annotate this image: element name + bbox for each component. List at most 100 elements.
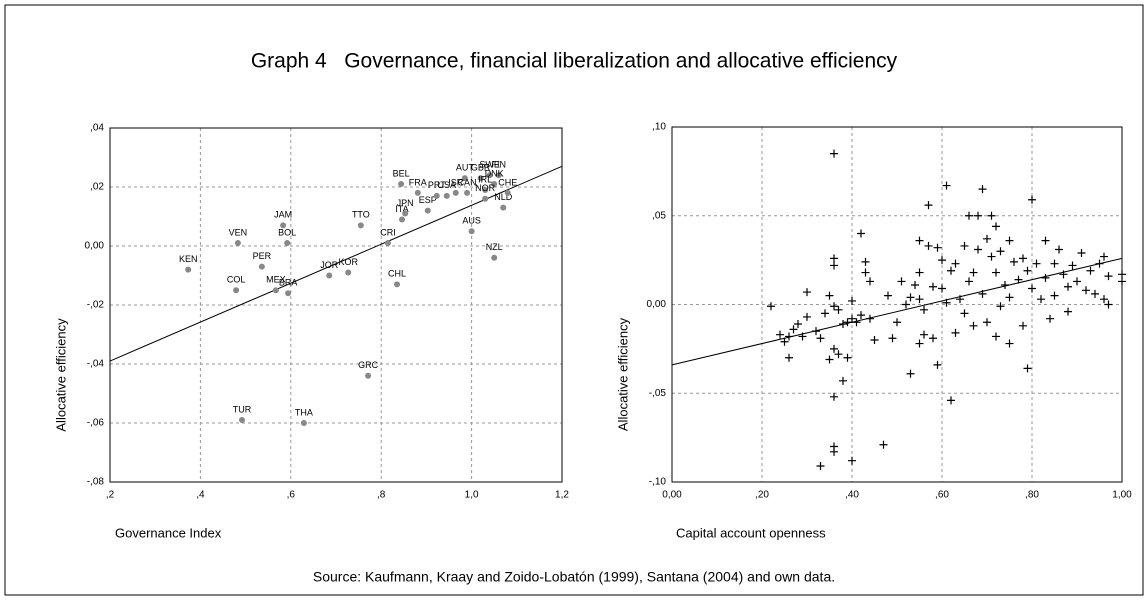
point-label: USA	[437, 180, 456, 190]
point	[888, 334, 897, 343]
point	[1041, 236, 1050, 245]
point-label: KOR	[338, 257, 358, 267]
point-label: JPN	[397, 198, 414, 208]
point	[452, 189, 459, 196]
point	[866, 314, 874, 323]
point	[284, 240, 291, 247]
point-label: CHE	[498, 177, 517, 187]
x-tick-label: 0,00	[662, 490, 682, 501]
point	[482, 195, 489, 202]
x-tick-label: ,6	[287, 490, 296, 501]
x-tick-label: ,40	[845, 490, 859, 501]
frame	[4, 4, 1144, 596]
point	[911, 280, 919, 289]
point	[884, 291, 892, 300]
point	[776, 330, 784, 339]
point-label: BOL	[278, 227, 296, 237]
point	[983, 234, 991, 243]
point	[969, 268, 978, 277]
point	[951, 328, 960, 337]
point	[974, 211, 982, 220]
point	[915, 236, 924, 245]
plot-area	[671, 126, 1123, 483]
point	[1050, 291, 1059, 300]
point	[1104, 300, 1113, 309]
point-label: JOR	[320, 260, 339, 270]
point	[933, 243, 942, 252]
point	[978, 289, 987, 298]
point	[812, 327, 820, 336]
x-axis-title: Governance Index	[115, 525, 222, 540]
x-axis-title: Capital account openness	[676, 525, 826, 540]
point	[789, 325, 798, 334]
point	[233, 287, 240, 294]
point	[1118, 270, 1126, 279]
point	[906, 293, 915, 302]
point	[834, 305, 843, 314]
x-tick-label: ,20	[755, 490, 769, 501]
point-label: COL	[227, 275, 246, 285]
point-label: NZL	[486, 242, 503, 252]
point	[1086, 266, 1095, 275]
point	[345, 269, 352, 276]
point	[443, 192, 450, 199]
point-label: TUR	[233, 404, 252, 414]
point	[1037, 295, 1045, 304]
point	[938, 256, 946, 265]
point	[1064, 307, 1072, 316]
point	[1100, 252, 1108, 261]
point	[1023, 266, 1032, 275]
point	[1059, 270, 1068, 279]
point	[1073, 277, 1081, 286]
point	[785, 353, 793, 362]
y-tick-label: -,06	[87, 418, 105, 429]
point	[848, 456, 856, 465]
point	[816, 334, 825, 343]
point	[1082, 286, 1090, 295]
point	[929, 282, 937, 291]
y-tick-label: 0,00	[647, 299, 667, 310]
point	[960, 309, 969, 318]
point-label: GRC	[358, 360, 379, 370]
plot-area	[109, 127, 563, 483]
point-label: DNK	[485, 168, 504, 178]
point	[384, 240, 391, 247]
x-tick-label: ,80	[1025, 490, 1039, 501]
point	[992, 222, 1000, 231]
point	[960, 241, 969, 250]
point	[987, 211, 996, 220]
point-label: AUT	[456, 163, 475, 173]
point	[1005, 293, 1014, 302]
point	[942, 298, 951, 307]
point-label: AUS	[462, 216, 481, 226]
y-tick-label: ,05	[652, 210, 666, 221]
point	[482, 186, 489, 193]
point	[1028, 195, 1036, 204]
point	[821, 309, 829, 318]
point-label: MEX	[266, 275, 286, 285]
y-tick-label: ,02	[90, 182, 104, 193]
point	[767, 302, 775, 311]
point	[825, 355, 834, 364]
point	[464, 189, 471, 196]
point	[398, 181, 405, 188]
point	[238, 417, 245, 424]
point	[893, 318, 901, 327]
point	[902, 300, 910, 309]
point	[848, 296, 856, 305]
y-tick-label: -,04	[87, 359, 105, 370]
y-tick-label: ,10	[652, 122, 666, 133]
point	[929, 334, 937, 343]
point	[992, 332, 1000, 341]
y-axis-title: Allocative efficiency	[615, 317, 630, 431]
point	[861, 268, 870, 277]
point	[996, 247, 1005, 256]
point-label: SWE	[479, 160, 500, 170]
point	[915, 339, 924, 348]
point	[852, 318, 861, 327]
point-label: ITA	[395, 204, 408, 214]
point	[906, 369, 915, 378]
point	[861, 257, 870, 266]
point-label: GBR	[471, 163, 491, 173]
